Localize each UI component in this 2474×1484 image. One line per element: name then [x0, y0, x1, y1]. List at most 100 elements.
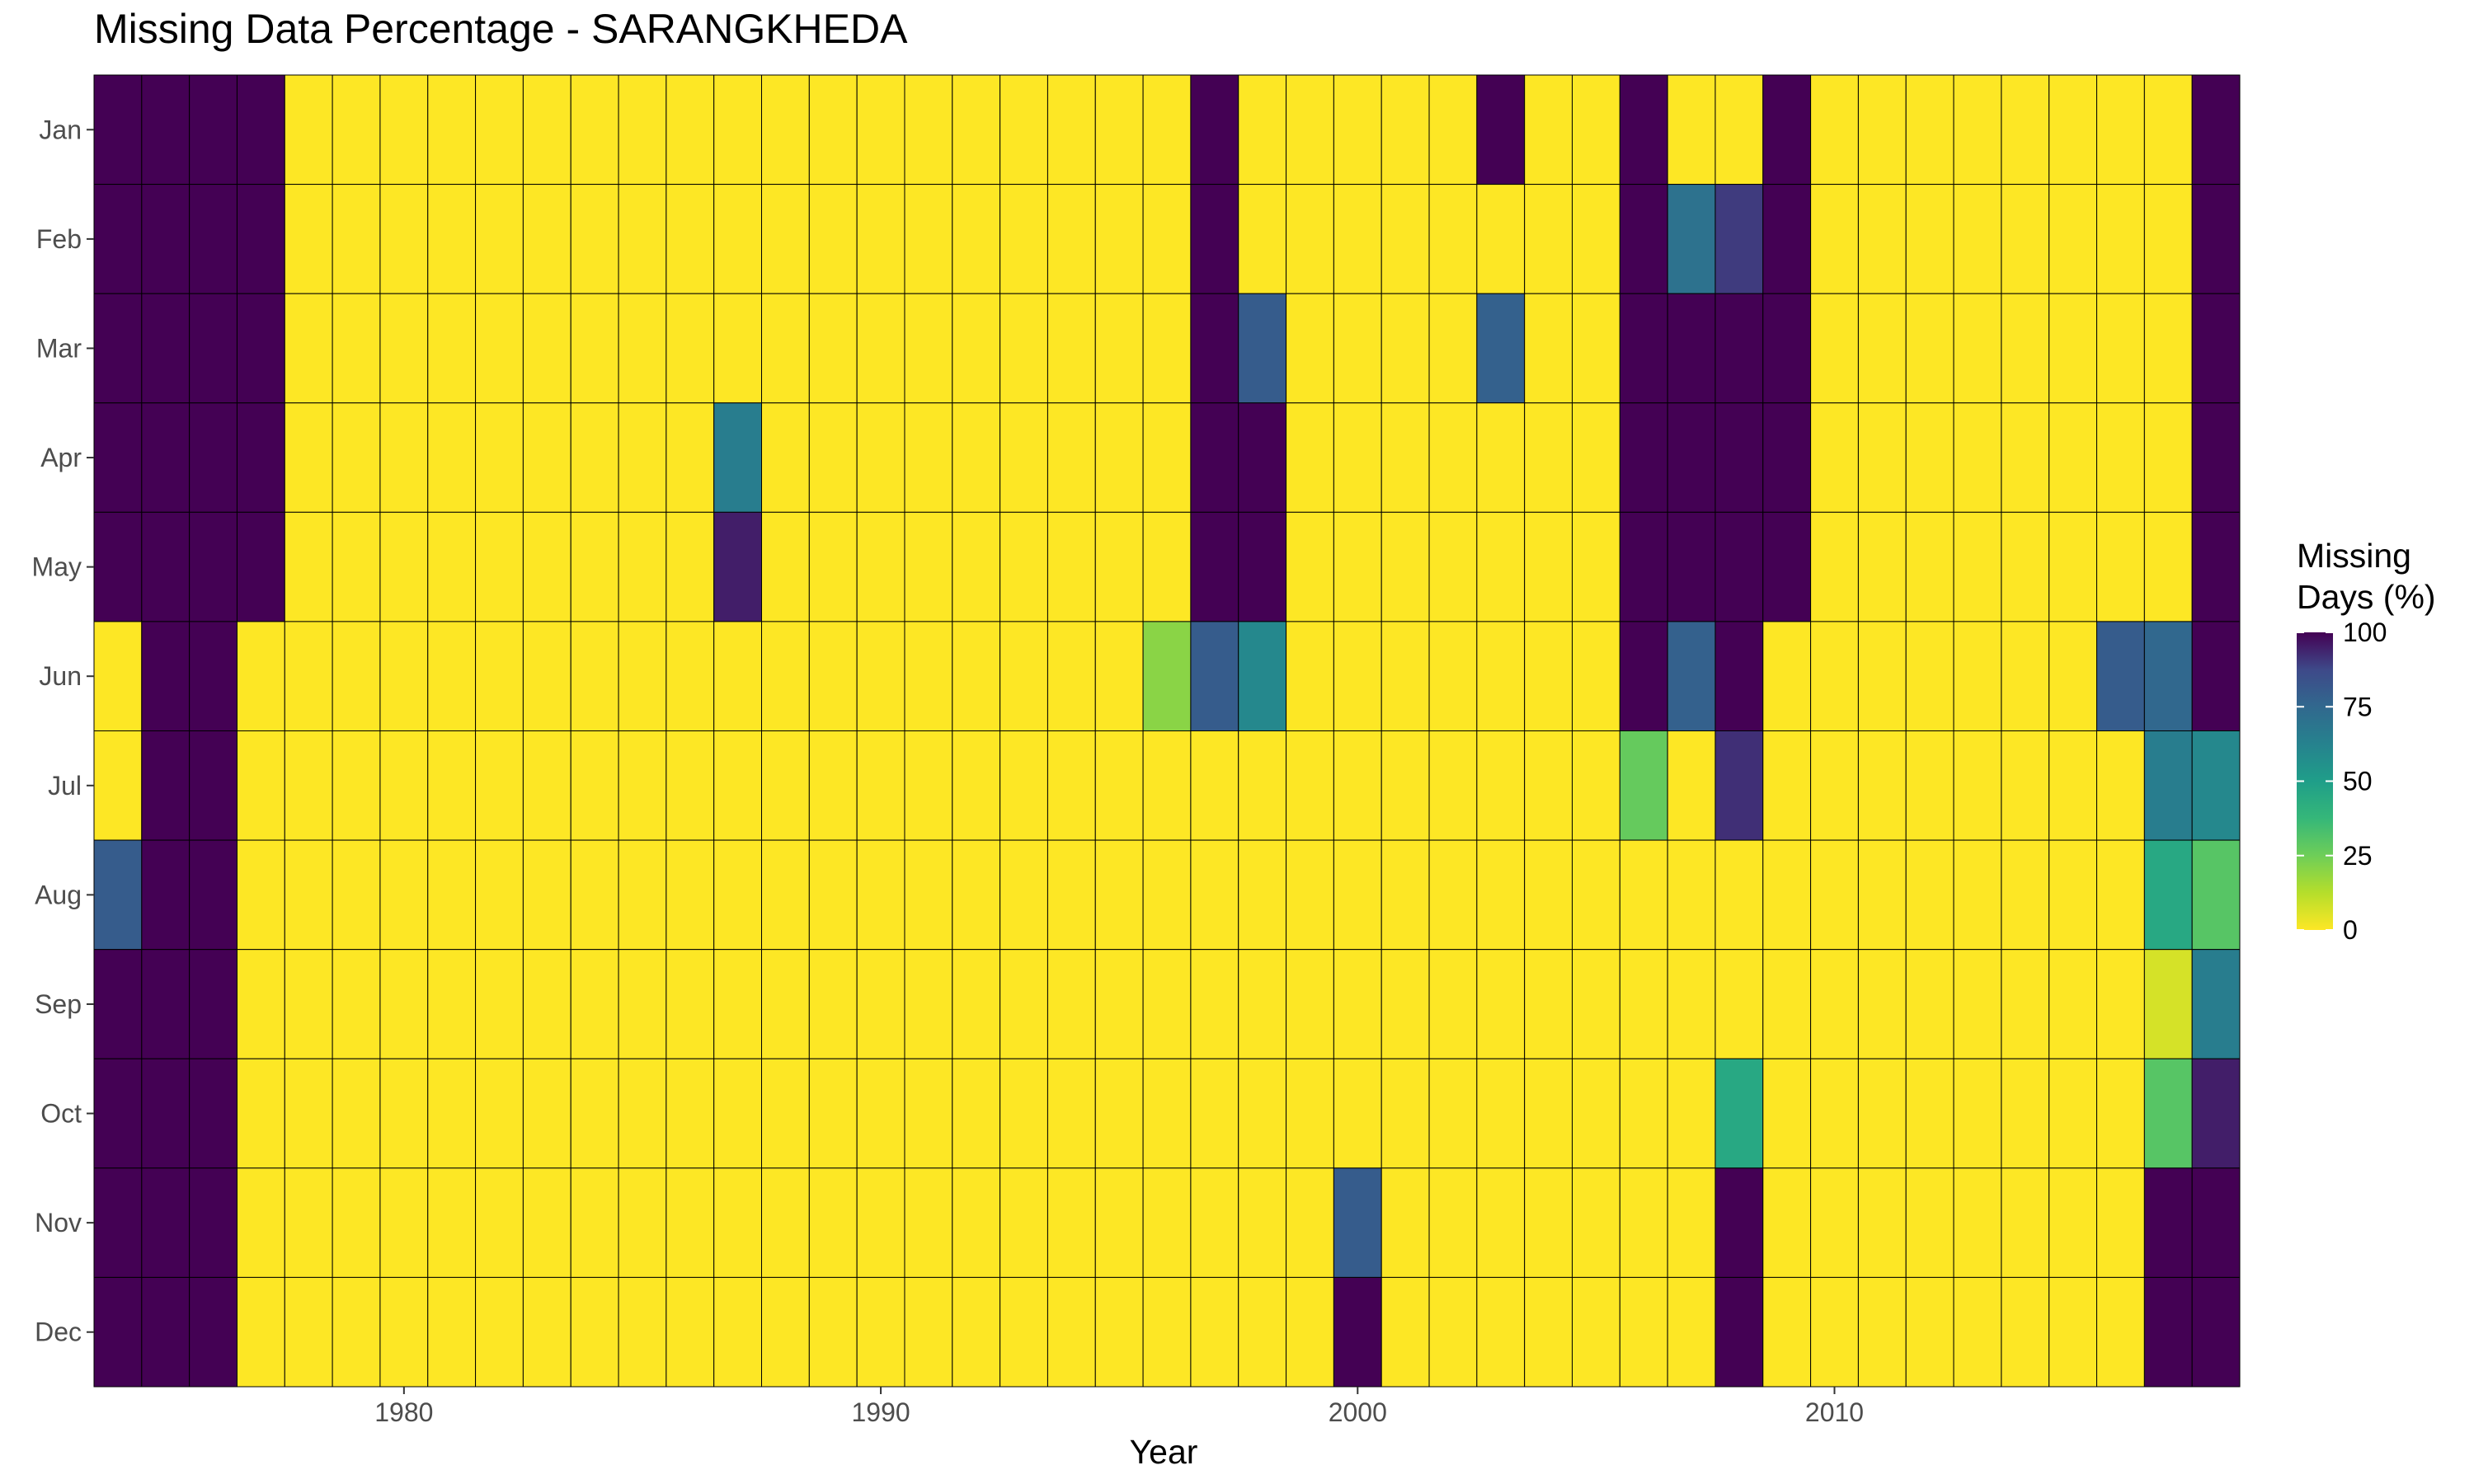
heatmap-cell	[1238, 621, 1287, 731]
heatmap-cell	[856, 1167, 905, 1278]
heatmap-cell	[475, 1167, 524, 1278]
heatmap-cell	[1524, 511, 1573, 622]
heatmap-cell	[1762, 839, 1812, 951]
heatmap-cell	[1094, 293, 1144, 404]
heatmap-cell	[2191, 1276, 2241, 1388]
heatmap-cell	[2096, 949, 2145, 1059]
heatmap-cell	[1047, 74, 1096, 186]
legend-tick-label: 0	[2343, 915, 2358, 945]
heatmap-cell	[189, 74, 238, 186]
heatmap-cell	[999, 1276, 1048, 1388]
heatmap-cell	[1905, 402, 1954, 513]
heatmap-cell	[522, 1167, 571, 1278]
heatmap-cell	[1286, 1276, 1334, 1388]
heatmap-cell	[1619, 74, 1668, 186]
heatmap-cell	[856, 511, 905, 622]
heatmap-cell	[427, 839, 477, 951]
heatmap-cell	[284, 511, 333, 622]
y-tick-label: Oct	[40, 1099, 82, 1129]
heatmap-cell	[332, 1276, 381, 1388]
heatmap-cell	[1714, 949, 1764, 1059]
y-tick-label: Aug	[35, 880, 82, 909]
heatmap-cell	[1667, 949, 1716, 1059]
heatmap-cell	[1524, 1058, 1573, 1169]
legend-tick-label: 50	[2343, 767, 2373, 796]
heatmap-cell	[2048, 949, 2098, 1059]
heatmap-cell	[1428, 74, 1478, 186]
heatmap-cell	[2143, 184, 2193, 294]
heatmap-cell	[379, 74, 429, 186]
heatmap-cell	[570, 1167, 619, 1278]
heatmap-cell	[93, 74, 143, 186]
heatmap-cell	[1094, 949, 1144, 1059]
heatmap-cell	[570, 839, 619, 951]
heatmap-cell	[999, 74, 1048, 186]
heatmap-cell	[1619, 184, 1668, 294]
heatmap-cell	[332, 293, 381, 404]
heatmap-cell	[1286, 402, 1334, 513]
heatmap-cell	[522, 1276, 571, 1388]
heatmap-cell	[1762, 402, 1812, 513]
heatmap-cell	[427, 1058, 477, 1169]
heatmap-cell	[1476, 730, 1526, 841]
heatmap-cell	[2096, 730, 2145, 841]
heatmap-cell	[1953, 402, 2002, 513]
heatmap-cell	[2191, 184, 2241, 294]
heatmap-cell	[379, 293, 429, 404]
heatmap-cell	[1428, 949, 1478, 1059]
heatmap-cell	[1810, 949, 1859, 1059]
heatmap-cell	[1380, 511, 1430, 622]
heatmap-cell	[1524, 1167, 1573, 1278]
heatmap-cell	[1476, 402, 1526, 513]
heatmap-cell	[1190, 402, 1239, 513]
y-tick-label: Feb	[36, 224, 82, 254]
heatmap-cell	[141, 293, 190, 404]
heatmap-cell	[2096, 839, 2145, 951]
heatmap-cell	[332, 74, 381, 186]
heatmap-cell	[2143, 74, 2193, 186]
heatmap-cell	[904, 511, 953, 622]
y-tick-label: May	[32, 552, 82, 582]
heatmap-cell	[475, 1276, 524, 1388]
heatmap-cell	[856, 74, 905, 186]
heatmap-cell	[284, 293, 333, 404]
heatmap-cell	[2001, 839, 2050, 951]
heatmap-cell	[1953, 839, 2002, 951]
heatmap-cell	[2048, 293, 2098, 404]
heatmap-cell	[2096, 74, 2145, 186]
heatmap-cell	[1857, 184, 1907, 294]
heatmap-cell	[2096, 293, 2145, 404]
heatmap-cell	[1333, 730, 1382, 841]
heatmap-cell	[1238, 1276, 1287, 1388]
heatmap-cell	[713, 511, 763, 622]
heatmap-cell	[1762, 621, 1812, 731]
heatmap-cell	[1380, 1276, 1430, 1388]
heatmap-cell	[475, 621, 524, 731]
heatmap-cell	[141, 949, 190, 1059]
heatmap-cell	[2048, 1058, 2098, 1169]
heatmap-cell	[284, 621, 333, 731]
heatmap-cell	[2191, 1058, 2241, 1169]
heatmap-cell	[93, 1276, 143, 1388]
heatmap-cell	[236, 74, 285, 186]
heatmap-cell	[952, 839, 1001, 951]
heatmap-cell	[713, 1276, 763, 1388]
heatmap-cell	[1142, 74, 1192, 186]
heatmap-cell	[952, 949, 1001, 1059]
heatmap-cell	[666, 839, 715, 951]
heatmap-cell	[904, 402, 953, 513]
heatmap-cell	[808, 511, 858, 622]
heatmap-cell	[761, 293, 810, 404]
heatmap-cell	[1571, 184, 1620, 294]
heatmap-cell	[1238, 184, 1287, 294]
heatmap-cell	[570, 621, 619, 731]
heatmap-cell	[1905, 1167, 1954, 1278]
heatmap-cell	[475, 839, 524, 951]
heatmap-cell	[1428, 730, 1478, 841]
heatmap-cell	[666, 1058, 715, 1169]
heatmap-cell	[856, 184, 905, 294]
heatmap-cell	[666, 293, 715, 404]
heatmap-cell	[761, 1276, 810, 1388]
heatmap-cell	[952, 730, 1001, 841]
heatmap-cell	[1190, 621, 1239, 731]
